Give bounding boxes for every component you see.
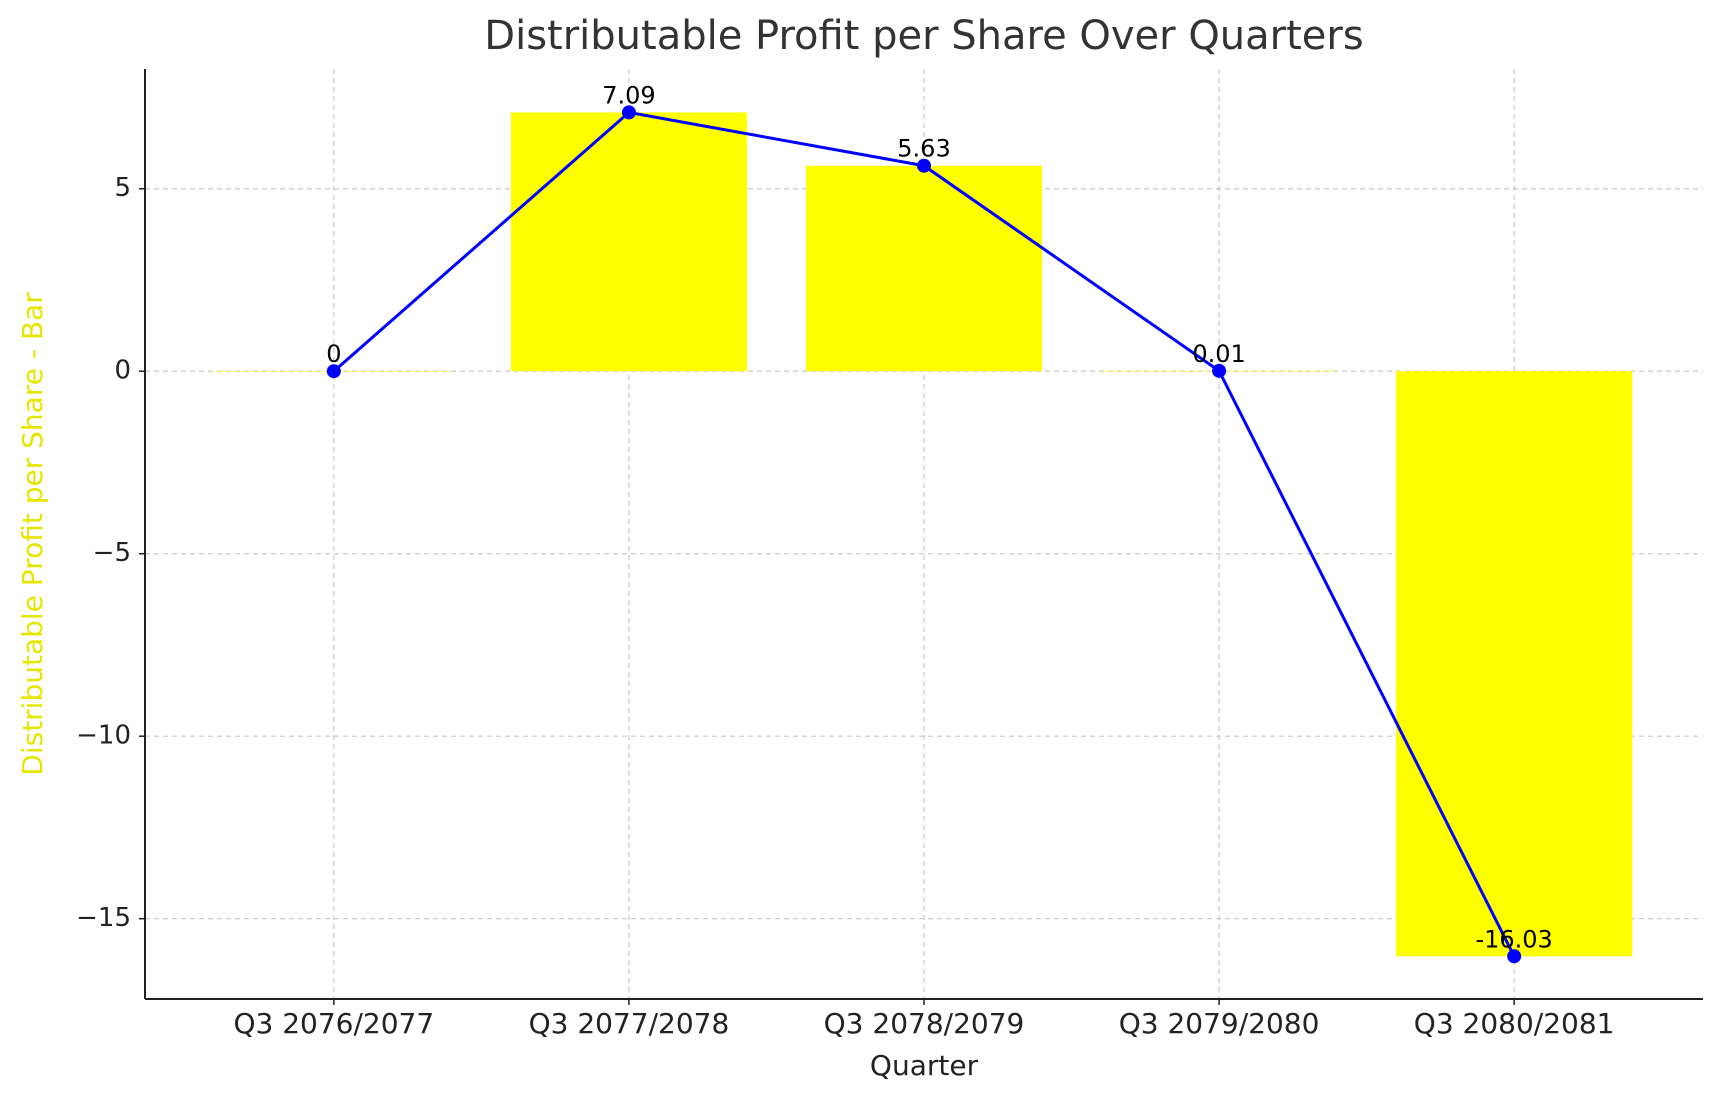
x-tick-label: Q3 2076/2077 [233, 1007, 434, 1040]
bar [805, 165, 1043, 372]
y-tick-label: 5 [114, 173, 131, 203]
data-label: -16.03 [1475, 925, 1552, 953]
y-axis-label: Distributable Profit per Share - Bar [16, 292, 49, 776]
marker [326, 364, 341, 379]
marker [1507, 949, 1522, 964]
marker [621, 105, 636, 120]
y-tick-label: 0 [114, 356, 131, 386]
data-label: 5.63 [897, 135, 950, 163]
bar [1396, 371, 1633, 957]
data-label: 0 [326, 340, 341, 368]
marker [917, 158, 931, 173]
data-label: 7.09 [602, 81, 655, 109]
x-axis-label: Quarter [870, 1049, 979, 1082]
x-tick-label: Q3 2078/2079 [824, 1007, 1025, 1040]
data-label: 0.01 [1192, 340, 1245, 368]
x-tick-label: Q3 2079/2080 [1119, 1007, 1320, 1040]
y-tick-label: −10 [76, 721, 131, 751]
y-tick-label: −5 [93, 538, 131, 568]
x-tick-label: Q3 2080/2081 [1414, 1007, 1615, 1040]
x-tick-label: Q3 2077/2078 [529, 1007, 730, 1040]
chart-title: Distributable Profit per Share Over Quar… [484, 13, 1363, 59]
y-tick-label: −15 [76, 903, 131, 933]
marker [1212, 363, 1227, 378]
bar [510, 112, 747, 372]
